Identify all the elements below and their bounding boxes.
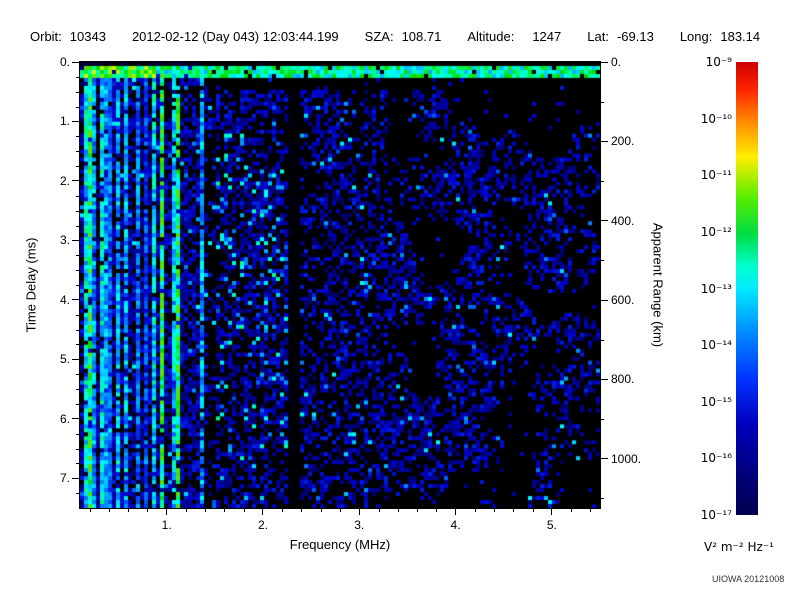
- y-tick-label: 6.: [59, 411, 70, 426]
- x-minor-tick: [224, 509, 226, 512]
- x-tick: [262, 509, 264, 515]
- y-tick-label: 3.: [59, 233, 70, 248]
- x-tick-label: 5.: [546, 518, 557, 532]
- lat-label: Lat:: [587, 29, 609, 44]
- x-minor-tick: [185, 509, 187, 512]
- y-tick: [72, 418, 79, 420]
- lat-value: -69.13: [616, 29, 654, 44]
- colorbar-tick-label: 10⁻¹⁶: [700, 451, 732, 466]
- y-tick: [72, 239, 79, 241]
- y-tick-label: 5.: [59, 352, 70, 367]
- x-minor-tick: [494, 509, 496, 512]
- x-minor-tick: [340, 509, 341, 512]
- colorbar: [736, 62, 758, 515]
- colorbar-tick-label: 10⁻¹⁴: [700, 338, 732, 353]
- range-minor-tick: [601, 498, 604, 500]
- colorbar-tick-label: 10⁻⁹: [705, 55, 732, 69]
- sza-value: 108.71: [401, 29, 442, 44]
- range-minor-tick: [601, 181, 604, 182]
- x-minor-tick: [147, 509, 149, 512]
- x-minor-tick: [89, 509, 91, 512]
- x-minor-tick: [301, 509, 303, 512]
- range-minor-tick: [601, 260, 604, 262]
- x-tick: [166, 509, 168, 515]
- range-tick-label: 200.: [611, 134, 635, 149]
- credit-text: UIOWA 20121008: [712, 574, 785, 584]
- range-tick: [601, 378, 608, 380]
- x-minor-tick: [513, 509, 515, 512]
- datetime: 2012-02-12 (Day 043) 12:03:44.199: [131, 29, 339, 44]
- range-tick: [601, 299, 608, 301]
- range-tick-label: 0.: [611, 55, 622, 69]
- orbit-value: 10343: [69, 29, 106, 44]
- range-minor-tick: [601, 339, 604, 341]
- x-tick: [358, 509, 360, 515]
- x-minor-tick: [282, 509, 284, 512]
- x-minor-tick: [205, 509, 207, 512]
- x-tick-label: 3.: [354, 518, 365, 532]
- colorbar-tick-label: 10⁻¹⁵: [700, 394, 732, 409]
- range-tick-label: 800.: [611, 372, 635, 387]
- x-minor-tick: [128, 509, 130, 512]
- y-tick-label: 7.: [59, 471, 70, 486]
- y-tick: [72, 299, 79, 301]
- x-minor-tick: [243, 509, 245, 512]
- range-tick: [601, 220, 608, 222]
- x-tick-label: 4.: [450, 518, 461, 532]
- range-tick: [601, 61, 608, 63]
- x-axis-title: Frequency (MHz): [289, 537, 391, 552]
- x-minor-tick: [417, 509, 419, 512]
- orbit-label: Orbit:: [30, 29, 62, 44]
- y-tick: [72, 477, 79, 479]
- x-minor-tick: [397, 509, 399, 512]
- x-minor-tick: [378, 509, 380, 512]
- y-tick: [72, 358, 79, 360]
- spectrogram-canvas: [80, 62, 600, 508]
- x-tick: [455, 509, 457, 515]
- range-minor-tick: [601, 101, 604, 103]
- colorbar-tick-label: 10⁻¹¹: [700, 168, 732, 183]
- sza-label: SZA:: [364, 29, 394, 44]
- x-minor-tick: [474, 509, 476, 512]
- x-minor-tick: [571, 509, 573, 512]
- y-tick-label: 1.: [59, 114, 70, 129]
- range-tick: [601, 458, 608, 460]
- colorbar-tick-label: 10⁻¹⁰: [700, 111, 732, 126]
- y-tick: [72, 61, 79, 63]
- range-minor-tick: [601, 419, 604, 421]
- y-tick-label: 0.: [59, 55, 70, 69]
- colorbar-tick-label: 10⁻¹⁷: [700, 508, 732, 522]
- altitude-value: 1247: [532, 29, 562, 44]
- plot-frame: [79, 61, 601, 509]
- long-value: 183.14: [720, 29, 761, 44]
- y-axis-title-left: Time Delay (ms): [23, 237, 39, 333]
- range-tick-label: 1000.: [611, 451, 642, 466]
- x-minor-tick: [320, 509, 322, 512]
- y-tick: [72, 120, 79, 122]
- range-tick: [601, 140, 608, 142]
- colorbar-tick-label: 10⁻¹²: [700, 224, 732, 239]
- x-tick: [551, 509, 553, 515]
- y-tick-label: 4.: [59, 292, 70, 307]
- x-tick-label: 1.: [161, 518, 172, 532]
- x-minor-tick: [108, 509, 110, 512]
- y-axis-title-right: Apparent Range (km): [650, 222, 666, 348]
- y-tick: [72, 180, 79, 182]
- header: Orbit: 10343 2012-02-12 (Day 043) 12:03:44…: [30, 29, 760, 44]
- x-tick-label: 2.: [257, 518, 268, 532]
- colorbar-units: V² m⁻² Hz⁻¹: [704, 540, 774, 554]
- colorbar-tick-label: 10⁻¹³: [700, 281, 732, 296]
- x-minor-tick: [436, 509, 438, 512]
- x-minor-tick: [590, 509, 592, 512]
- long-label: Long:: [679, 29, 713, 44]
- x-minor-tick: [532, 509, 534, 512]
- altitude-label: Altitude:: [467, 29, 515, 44]
- y-tick-label: 2.: [59, 173, 70, 188]
